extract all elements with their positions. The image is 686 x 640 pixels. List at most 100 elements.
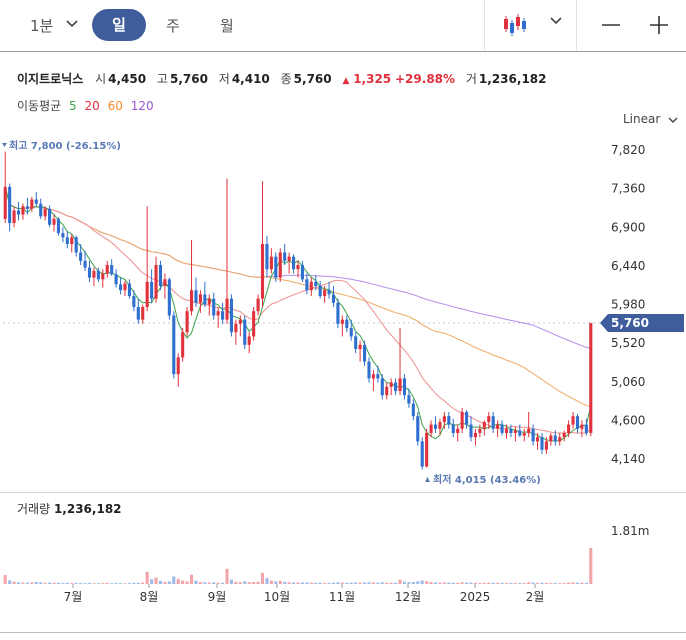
candle-body (345, 319, 349, 329)
volume-bar (527, 582, 531, 584)
candle-body (8, 186, 12, 224)
y-tick-label: 5,060 (611, 375, 645, 389)
candle-body (500, 424, 504, 433)
volume-bar (371, 582, 375, 584)
volume-bar (345, 582, 349, 584)
candle-body (79, 252, 83, 261)
volume-bar (127, 583, 131, 584)
candle-body (101, 273, 105, 280)
current-price-label: 5,760 (611, 316, 649, 330)
chart-type-chevron-icon[interactable] (547, 12, 565, 30)
candle-body (243, 319, 247, 345)
volume-bar (447, 582, 451, 584)
volume-bar (114, 583, 118, 584)
ma60-label: 60 (107, 99, 123, 113)
candle-body (163, 279, 167, 287)
candle-body (518, 430, 522, 436)
candle-body (327, 290, 331, 295)
volume-bar (491, 582, 495, 584)
candle-body (247, 336, 251, 345)
candle-body (367, 361, 371, 379)
candle-body (478, 428, 482, 433)
candle-body (278, 252, 282, 278)
volume-bar (358, 582, 362, 584)
low-value: 4,410 (231, 72, 270, 86)
close-label: 종 (280, 72, 292, 86)
candle-body (504, 428, 509, 433)
volume-bar (141, 582, 145, 584)
y-tick-label: 5,980 (611, 298, 645, 312)
volume-bar (362, 582, 367, 584)
volume-bar (158, 580, 163, 584)
volume-bar (212, 582, 216, 584)
volume-bar (194, 580, 198, 584)
candle-body (562, 432, 566, 438)
volume-bar (87, 582, 92, 584)
candle-body (420, 441, 424, 467)
candle-body (305, 279, 309, 291)
change-arrow-icon: ▲ (342, 76, 350, 86)
candle-body (535, 437, 540, 442)
volume-bar (207, 582, 211, 584)
volume-bar (407, 582, 411, 584)
candle-body (473, 432, 477, 438)
volume-bar (318, 582, 322, 584)
candle-body (411, 403, 415, 417)
candle-body (256, 298, 260, 312)
moving-average-legend[interactable]: 이동평균 5 20 60 120 (17, 97, 158, 114)
candle-body (61, 233, 65, 238)
volume-bar (56, 582, 61, 584)
volume-bar (216, 582, 220, 584)
x-tick-label: 8월 (140, 590, 159, 604)
volume-separator (0, 492, 686, 493)
volume-bar (478, 582, 482, 584)
volume-label: 거 (465, 72, 477, 86)
candle-body (141, 307, 145, 320)
volume-value: 1,236,182 (478, 72, 547, 86)
candle-body (465, 411, 469, 425)
plus-icon[interactable] (649, 15, 669, 35)
volume-bar (74, 582, 78, 584)
tab-weekly[interactable]: 주 (166, 17, 180, 35)
period-1min-label[interactable]: 1분 (30, 17, 54, 35)
candle-body (429, 424, 433, 433)
x-tick-label: 2025 (460, 590, 491, 604)
candle-body (48, 208, 52, 225)
volume-bar (305, 582, 309, 584)
volume-bar (92, 583, 96, 584)
candle-body (376, 374, 380, 379)
volume-bar (553, 583, 557, 584)
candle-body (314, 281, 318, 287)
candle-body (252, 311, 256, 337)
chevron-down-icon[interactable] (63, 15, 81, 33)
ma5-label: 5 (69, 99, 77, 113)
candle-body (287, 256, 291, 261)
candle-body (74, 237, 78, 253)
candle-body (456, 428, 460, 433)
close-value: 5,760 (293, 72, 332, 86)
scale-mode-selector[interactable]: Linear (623, 112, 679, 126)
volume-bar (367, 582, 371, 584)
candle-body (70, 237, 74, 245)
candle-body (389, 382, 393, 387)
volume-bar (562, 583, 566, 584)
volume-bar (256, 581, 260, 584)
candle-body (119, 284, 123, 291)
volume-title: 거래량 1,236,182 (17, 500, 122, 517)
candle-body (589, 322, 593, 433)
candle-body (92, 270, 96, 278)
candle-body (487, 416, 491, 423)
candlestick-icon[interactable] (502, 12, 528, 38)
current-price-tag (600, 313, 684, 332)
high-value: 5,760 (169, 72, 208, 86)
volume-bar (105, 582, 109, 584)
tab-daily[interactable]: 일 (92, 9, 146, 41)
candle-body (96, 270, 100, 280)
volume-bar (567, 582, 571, 584)
candle-body (531, 428, 535, 442)
minus-icon[interactable] (601, 15, 621, 35)
volume-bar (504, 582, 509, 584)
tab-monthly[interactable]: 월 (220, 17, 234, 35)
candle-body (522, 432, 526, 436)
